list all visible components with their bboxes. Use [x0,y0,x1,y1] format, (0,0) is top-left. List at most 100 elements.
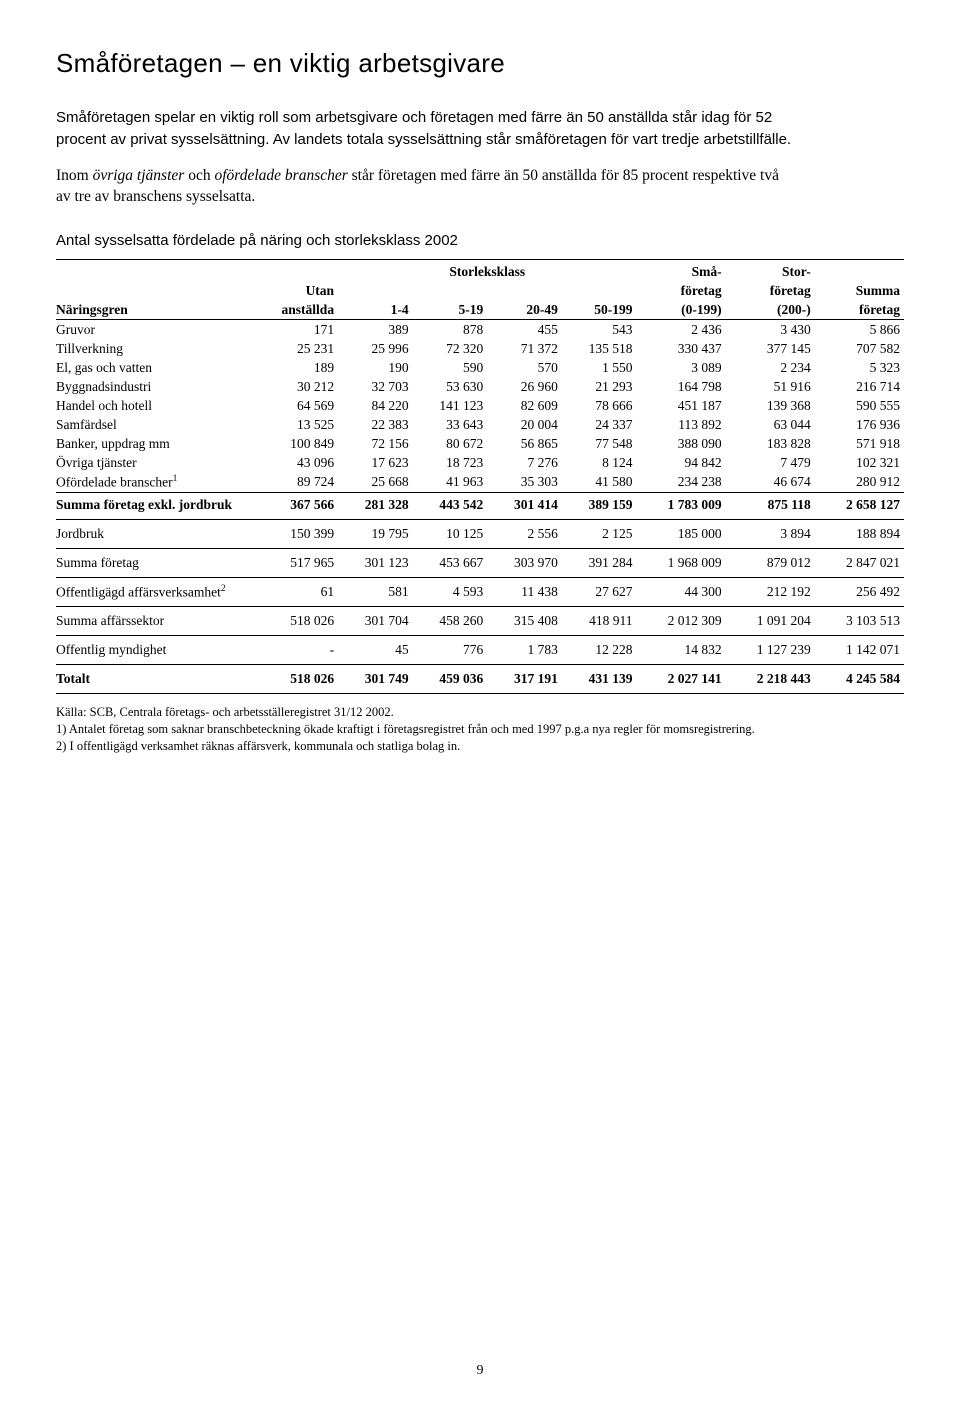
cell-value: 5 866 [815,320,904,340]
cell-value: 581 [338,577,413,607]
footnote-line: Källa: SCB, Centrala företags- och arbet… [56,704,904,721]
col-head: 20-49 [487,300,562,320]
cell-value: 63 044 [726,415,815,434]
cell-value: 453 667 [413,548,488,577]
cell-value: 84 220 [338,396,413,415]
cell-value: 26 960 [487,377,562,396]
cell-value: 41 963 [413,472,488,492]
cell-value: 455 [487,320,562,340]
cell-value: 590 [413,358,488,377]
table-row: Ofördelade branscher189 72425 66841 9633… [56,472,904,492]
cell-value: 77 548 [562,434,637,453]
cell-value: 7 276 [487,453,562,472]
col-head: företag [815,300,904,320]
col-group-storleksklass: Storleksklass [338,259,636,281]
cell-value: 32 703 [338,377,413,396]
cell-value: 8 124 [562,453,637,472]
cell-value: 1 550 [562,358,637,377]
cell-value: 256 492 [815,577,904,607]
cell-value: 71 372 [487,339,562,358]
footnotes: Källa: SCB, Centrala företags- och arbet… [56,704,904,755]
cell-value: 377 145 [726,339,815,358]
cell-value: 1 783 009 [636,492,725,519]
cell-value: 418 911 [562,607,637,636]
table-row: Banker, uppdrag mm100 84972 15680 67256 … [56,434,904,453]
cell-value: 1 783 [487,636,562,665]
body-paragraph: Inom övriga tjänster och ofördelade bran… [56,165,796,208]
cell-value: 315 408 [487,607,562,636]
row-label: Banker, uppdrag mm [56,434,251,453]
cell-value: 46 674 [726,472,815,492]
table-row: Samfärdsel13 52522 38333 64320 00424 337… [56,415,904,434]
cell-value: 3 103 513 [815,607,904,636]
cell-value: 431 139 [562,665,637,694]
col-head: (0-199) [636,300,725,320]
row-label: Tillverkning [56,339,251,358]
cell-value: 20 004 [487,415,562,434]
cell-value: 280 912 [815,472,904,492]
cell-value: 188 894 [815,519,904,548]
cell-value: 139 368 [726,396,815,415]
cell-value: 89 724 [251,472,338,492]
cell-value: 212 192 [726,577,815,607]
cell-value: 25 668 [338,472,413,492]
cell-value: 183 828 [726,434,815,453]
cell-value: 875 118 [726,492,815,519]
cell-value: 135 518 [562,339,637,358]
table-row: Övriga tjänster43 09617 62318 7237 2768 … [56,453,904,472]
cell-value: 590 555 [815,396,904,415]
body-em: ofördelade branscher [214,167,347,184]
cell-value: 2 556 [487,519,562,548]
table-row: Tillverkning25 23125 99672 32071 372135 … [56,339,904,358]
cell-value: 185 000 [636,519,725,548]
cell-value: 10 125 [413,519,488,548]
row-label: Summa affärssektor [56,607,251,636]
cell-value: 24 337 [562,415,637,434]
cell-value: 458 260 [413,607,488,636]
cell-value: 64 569 [251,396,338,415]
page-number: 9 [0,1363,960,1379]
col-head: företag [726,281,815,300]
table-row: Handel och hotell64 56984 220141 12382 6… [56,396,904,415]
col-head: 1-4 [338,300,413,320]
cell-value: 1 968 009 [636,548,725,577]
cell-value: 45 [338,636,413,665]
cell-value: 2 847 021 [815,548,904,577]
cell-value: 281 328 [338,492,413,519]
cell-value: 707 582 [815,339,904,358]
cell-value: 303 970 [487,548,562,577]
cell-value: 35 303 [487,472,562,492]
cell-value: 2 125 [562,519,637,548]
table-row: Summa företag exkl. jordbruk367 566281 3… [56,492,904,519]
cell-value: 1 127 239 [726,636,815,665]
page-title: Småföretagen – en viktig arbetsgivare [56,48,904,79]
data-table: Storleksklass Små- Stor- Utan företag fö… [56,259,904,695]
cell-value: 518 026 [251,607,338,636]
col-head: 5-19 [413,300,488,320]
cell-value: 4 245 584 [815,665,904,694]
cell-value: 43 096 [251,453,338,472]
col-head: Små- [636,259,725,281]
cell-value: 44 300 [636,577,725,607]
col-head: Utan [251,281,338,300]
cell-value: 518 026 [251,665,338,694]
col-head: (200-) [726,300,815,320]
row-label: Ofördelade branscher1 [56,472,251,492]
cell-value: 389 159 [562,492,637,519]
cell-value: - [251,636,338,665]
cell-value: 443 542 [413,492,488,519]
cell-value: 56 865 [487,434,562,453]
cell-value: 459 036 [413,665,488,694]
cell-value: 171 [251,320,338,340]
cell-value: 878 [413,320,488,340]
cell-value: 3 430 [726,320,815,340]
cell-value: 61 [251,577,338,607]
cell-value: 391 284 [562,548,637,577]
row-label: Övriga tjänster [56,453,251,472]
cell-value: 2 436 [636,320,725,340]
table-row: Jordbruk150 39919 79510 1252 5562 125185… [56,519,904,548]
row-label: Samfärdsel [56,415,251,434]
cell-value: 78 666 [562,396,637,415]
cell-value: 82 609 [487,396,562,415]
cell-value: 18 723 [413,453,488,472]
